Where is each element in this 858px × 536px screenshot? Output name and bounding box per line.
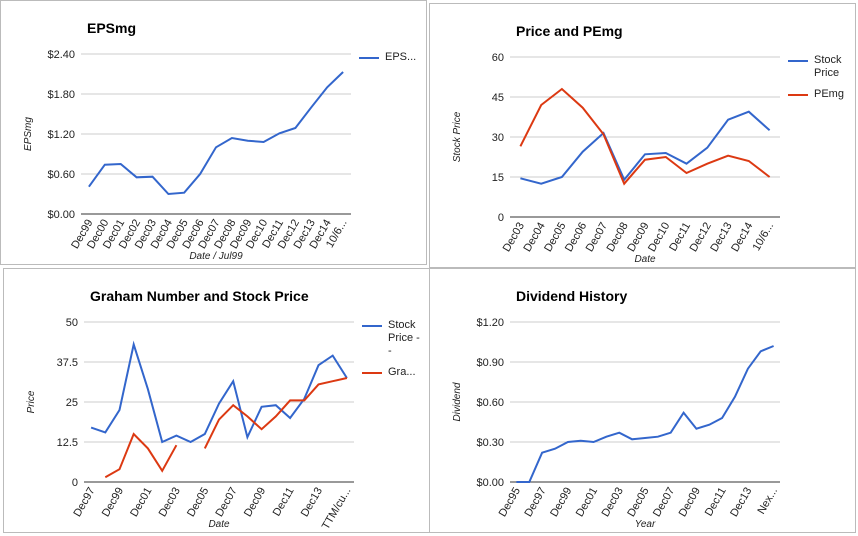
x-tick-label: Dec13 [728, 486, 754, 520]
chart-panel: Dividend History $0.00 $0.30 $0.60 $0.90 $1.2… [429, 268, 856, 533]
x-tick-label: Dec13 [299, 486, 325, 520]
chart-panel: EPSmg $0.00 $0.60 $1.20 $1.80 $2.40 Dec99 Dec00… [0, 0, 427, 265]
legend-label: EPS... [385, 51, 417, 63]
data-line [520, 110, 771, 185]
y-tick-label: 12.5 [57, 437, 78, 449]
y-tick-label: $0.60 [47, 169, 75, 181]
y-tick-label: 60 [492, 52, 504, 64]
data-line [88, 71, 344, 196]
data-line [90, 340, 348, 444]
x-tick-label: Dec95 [497, 486, 523, 520]
y-tick-label: $0.90 [476, 357, 504, 369]
legend-item: PEmg [788, 88, 850, 101]
data-line [519, 87, 771, 186]
x-tick-label: Dec05 [625, 486, 651, 520]
x-tick-label: Dec03 [600, 486, 626, 520]
legend-swatch [788, 60, 808, 62]
x-axis-label: Date / Jul99 [189, 251, 243, 262]
y-tick-label: 50 [66, 317, 78, 329]
chart: EPSmg$0.00$0.60$1.20$1.80$2.40Dec99Dec00… [23, 20, 351, 262]
chart-panel: Price and PEmg 0 15 30 45 60 Dec03 Dec04 Dec05 De… [429, 3, 856, 268]
chart-title: Price and PEmg [516, 23, 623, 39]
x-tick-label: Dec07 [214, 486, 240, 520]
x-tick-label: TTM/cu... [320, 486, 354, 532]
y-tick-label: $0.00 [476, 477, 504, 489]
y-tick-label: 0 [72, 477, 78, 489]
x-tick-label: Dec09 [242, 486, 268, 520]
x-tick-label: Dec05 [185, 486, 211, 520]
x-tick-label: Dec97 [71, 486, 97, 520]
x-tick-label: Dec97 [522, 486, 548, 520]
y-axis-label: Dividend [452, 382, 463, 421]
y-axis-label: EPSmg [23, 117, 34, 151]
y-axis-label: Stock Price [452, 111, 463, 162]
legend: Stock Price - - Gra... [362, 319, 424, 387]
legend-swatch [359, 57, 379, 59]
chart: Price and PEmg015304560Dec03Dec04Dec05De… [452, 23, 780, 265]
y-tick-label: $0.60 [476, 397, 504, 409]
legend-swatch [362, 372, 382, 374]
y-tick-label: $0.00 [47, 209, 75, 221]
data-line [516, 345, 774, 483]
x-tick-label: Dec01 [574, 486, 600, 520]
legend-item: Stock Price - - [362, 319, 424, 358]
legend-label: PEmg [814, 88, 844, 100]
chart-panel: Graham Number and Stock Price 0 12.5 25 37.5… [3, 268, 430, 533]
legend-item: Gra... [362, 366, 424, 379]
chart-title: EPSmg [87, 20, 136, 36]
y-axis-label: Price [26, 390, 37, 413]
legend-label: Gra... [388, 366, 416, 378]
y-tick-label: $0.30 [476, 437, 504, 449]
x-tick-label: Dec09 [677, 486, 703, 520]
legend-label: Stock Price - - [388, 319, 420, 357]
data-line [104, 377, 348, 479]
y-tick-label: 30 [492, 132, 504, 144]
legend-item: EPS... [359, 51, 421, 64]
legend-label: Stock Price [814, 54, 842, 79]
x-tick-label: Dec07 [651, 486, 677, 520]
x-tick-label: Dec99 [548, 486, 574, 520]
legend-item: Stock Price [788, 54, 850, 80]
x-tick-label: Dec14 [729, 221, 755, 255]
legend-swatch [362, 325, 382, 327]
y-tick-label: 45 [492, 92, 504, 104]
y-tick-label: 37.5 [57, 357, 78, 369]
x-tick-label: Nex... [755, 486, 780, 517]
y-tick-label: $1.20 [47, 129, 75, 141]
x-tick-label: Dec01 [128, 486, 154, 520]
chart: Graham Number and Stock Price 0 12.5 25 37.5… [26, 288, 354, 532]
x-tick-label: Dec03 [157, 486, 183, 520]
y-tick-label: 25 [66, 397, 78, 409]
y-tick-label: $2.40 [47, 49, 75, 61]
x-axis-label: Date [208, 519, 230, 530]
y-tick-label: $1.20 [476, 317, 504, 329]
x-axis-label: Year [635, 519, 656, 530]
x-tick-label: Dec11 [703, 486, 729, 519]
x-tick-label: Dec99 [100, 486, 126, 520]
chart: Dividend History $0.00 $0.30 $0.60 $0.90 $1.2… [452, 288, 780, 530]
y-tick-label: 15 [492, 172, 504, 184]
legend-swatch [788, 94, 808, 96]
legend: Stock Price PEmg [788, 54, 850, 109]
chart-title: Dividend History [516, 288, 627, 304]
x-axis-label: Date [634, 254, 656, 265]
x-tick-label: 10/6... [751, 221, 777, 253]
chart-title: Graham Number and Stock Price [90, 288, 309, 304]
y-tick-label: $1.80 [47, 89, 75, 101]
y-tick-label: 0 [498, 212, 504, 224]
legend: EPS... [359, 51, 421, 72]
x-tick-label: Dec11 [271, 486, 297, 519]
